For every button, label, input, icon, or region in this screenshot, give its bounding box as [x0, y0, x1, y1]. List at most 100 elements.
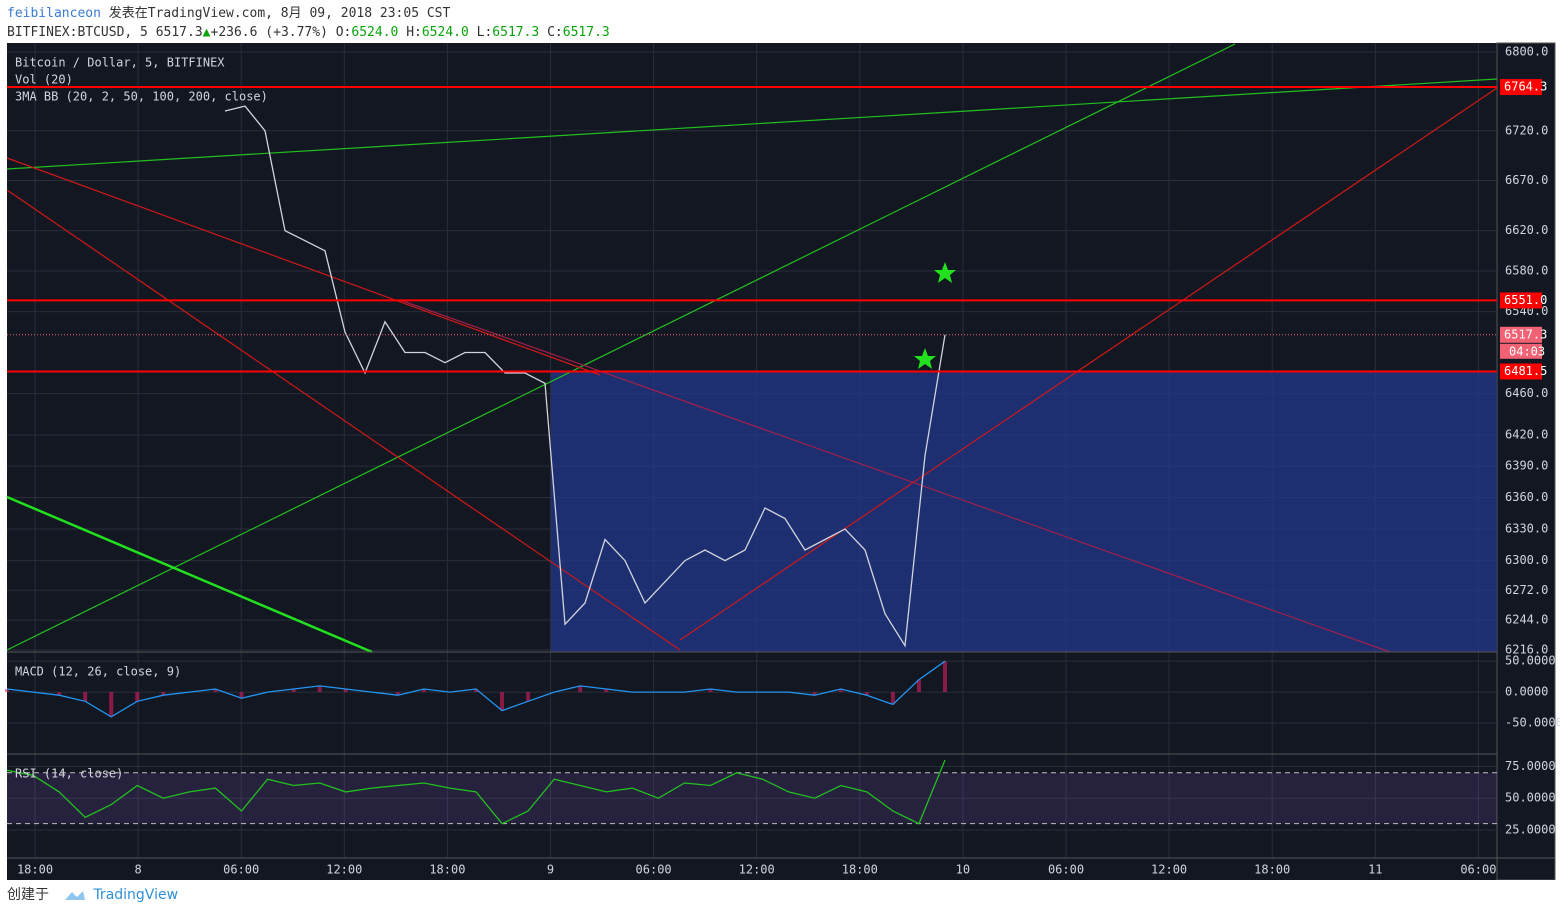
- trendline: [6, 78, 1498, 170]
- x-tick-label: 18:00: [842, 863, 878, 877]
- y-tick-label: -50.0000: [1505, 715, 1560, 729]
- change: +236.6 (+3.77%): [210, 25, 328, 40]
- range-box: [551, 371, 1497, 652]
- y-tick-label: 6420.0: [1505, 427, 1548, 441]
- y-tick-label: 6390.0: [1505, 459, 1548, 473]
- x-tick-label: 12:00: [1151, 863, 1187, 877]
- y-tick-label: 6272.0: [1505, 583, 1548, 597]
- countdown: 04:03: [1509, 344, 1545, 358]
- macd-histogram: [864, 692, 869, 696]
- y-tick-label: 0.0000: [1505, 685, 1548, 699]
- price-label: 6764.3: [1504, 80, 1547, 94]
- macd-histogram: [838, 688, 843, 693]
- macd-histogram: [291, 688, 296, 693]
- macd-histogram: [57, 692, 62, 696]
- x-tick-label: 18:00: [1254, 863, 1290, 877]
- ohlc-label: L:: [476, 25, 493, 40]
- price-label-bg: [1500, 292, 1542, 309]
- price-label: 6551.0: [1504, 293, 1547, 307]
- price-label-bg: [1500, 326, 1542, 343]
- x-tick-label: 06:00: [636, 863, 672, 877]
- trendline: [679, 87, 1498, 641]
- x-tick-label: 06:00: [223, 863, 259, 877]
- ohlc-label: O:: [335, 25, 352, 40]
- macd-histogram: [317, 685, 322, 693]
- series-line: [6, 759, 946, 825]
- macd-histogram: [526, 692, 531, 702]
- y-tick-label: 6360.0: [1505, 490, 1548, 504]
- trendline: [399, 299, 1391, 653]
- y-tick-label: 6244.0: [1505, 613, 1548, 627]
- trendline: [6, 157, 601, 376]
- footer: 创建于 TradingView: [7, 884, 178, 904]
- trendline: [6, 495, 373, 654]
- ohlc-value: 6524.0: [351, 25, 399, 40]
- x-tick-label: 12:00: [739, 863, 775, 877]
- ohlc-value: 6517.3: [492, 25, 540, 40]
- header-line: BITFINEX:BTCUSD, 5 6517.3▲+236.6 (+3.77%…: [7, 23, 610, 42]
- rsi-band-fill: [7, 772, 1497, 824]
- macd-histogram: [500, 692, 505, 711]
- logo: [65, 891, 86, 900]
- price-axis-bg: [1496, 42, 1556, 880]
- macd-histogram: [239, 692, 244, 699]
- trendline: [6, 189, 681, 651]
- y-tick-label: 6800.0: [1505, 45, 1548, 59]
- y-tick-label: 50.0000: [1505, 791, 1556, 805]
- y-tick-label: 6300.0: [1505, 553, 1548, 567]
- pane-title: Bitcoin / Dollar, 5, BITFINEX: [15, 56, 225, 70]
- x-tick-label: 12:00: [326, 863, 362, 877]
- trendlines: [6, 43, 1498, 654]
- pane-title: RSI (14, close): [15, 767, 123, 781]
- trendline: [6, 43, 1236, 651]
- y-tick-label: 6670.0: [1505, 173, 1548, 187]
- y-tick-label: 6720.0: [1505, 123, 1548, 137]
- y-tick-label: 6620.0: [1505, 223, 1548, 237]
- ohlc-value: 6517.3: [562, 25, 610, 40]
- x-tick-label: 9: [547, 863, 554, 877]
- x-tick-label: 18:00: [17, 863, 53, 877]
- y-tick-label: 75.0000: [1505, 759, 1556, 773]
- x-tick-label: 8: [134, 863, 141, 877]
- macd-histogram: [421, 688, 426, 693]
- macd-histogram: [83, 692, 88, 702]
- star: [914, 348, 936, 369]
- pane-annotation: 3MA BB (20, 2, 50, 100, 200, close): [15, 90, 268, 104]
- user[interactable]: feibilanceon: [7, 6, 101, 21]
- macd-histogram: [604, 688, 609, 693]
- y-tick-label: 6460.0: [1505, 386, 1548, 400]
- header-line: feibilanceon 发表在TradingView.com, 8月 09, …: [7, 4, 610, 23]
- x-tick-label: 06:00: [1048, 863, 1084, 877]
- series-line: [6, 660, 946, 718]
- ohlc-label: H:: [406, 25, 422, 40]
- pane-title: MACD (12, 26, close, 9): [15, 665, 181, 679]
- macd-histogram: [213, 688, 218, 693]
- created: 创建于: [7, 887, 49, 903]
- macd-histogram: [5, 688, 9, 693]
- y-tick-label: 6216.0: [1505, 643, 1548, 657]
- price-label: 6481.5: [1504, 364, 1547, 378]
- ohlc-label: C:: [547, 25, 563, 40]
- x-tick-label: 06:00: [1460, 863, 1496, 877]
- macd-histogram: [708, 688, 713, 693]
- macd-histogram: [890, 692, 895, 705]
- ohlc-value: 6524.0: [421, 25, 469, 40]
- symbol: BITFINEX:BTCUSD, 5 6517.3: [7, 25, 203, 40]
- y-tick-label: 50.0000: [1505, 654, 1556, 668]
- series-line: [224, 105, 946, 648]
- macd-histogram: [343, 688, 348, 693]
- macd-histogram: [135, 692, 140, 702]
- x-tick-label: 11: [1368, 863, 1382, 877]
- price-label-bg: [1500, 363, 1542, 380]
- macd-histogram: [109, 692, 114, 717]
- brand[interactable]: TradingView: [93, 887, 179, 903]
- macd-histogram: [474, 688, 478, 693]
- x-tick-label: 18:00: [429, 863, 465, 877]
- macd-histogram: [943, 661, 947, 693]
- labels: 6800.06720.06670.06620.06580.06540.06460…: [15, 45, 1560, 877]
- header: feibilanceon 发表在TradingView.com, 8月 09, …: [7, 4, 610, 42]
- y-tick-label: 25.0000: [1505, 823, 1556, 837]
- chart: 6800.06720.06670.06620.06580.06540.06460…: [5, 42, 1560, 880]
- y-tick-label: 6330.0: [1505, 521, 1548, 535]
